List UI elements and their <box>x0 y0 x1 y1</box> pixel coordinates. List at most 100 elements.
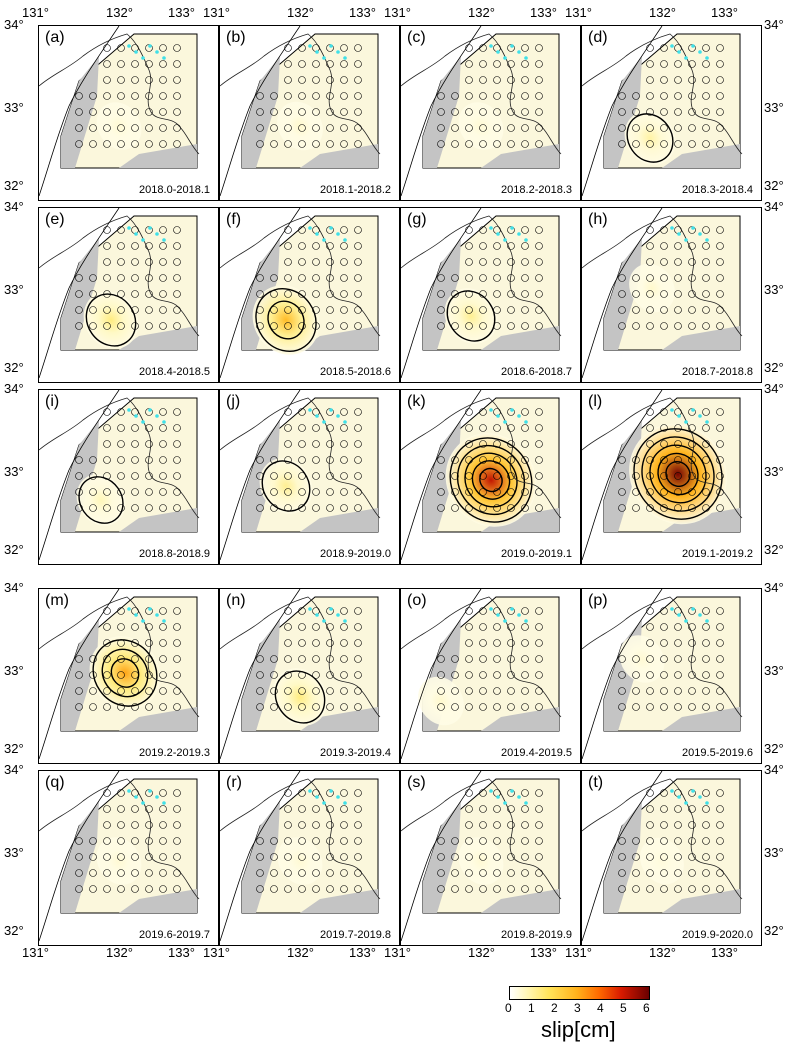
gnss-station <box>507 424 515 432</box>
gnss-station <box>660 424 668 432</box>
gnss-station <box>298 821 306 829</box>
tremor-dot <box>148 789 152 793</box>
gnss-station <box>465 108 473 116</box>
gnss-station <box>521 258 529 266</box>
gnss-station <box>312 76 320 84</box>
tremor-dot <box>141 619 145 623</box>
gnss-station <box>145 639 153 647</box>
gnss-station <box>312 853 320 861</box>
gnss-station <box>688 456 696 464</box>
lon-tick: 131° <box>384 5 411 20</box>
gnss-station <box>270 290 278 298</box>
gnss-station <box>688 306 696 314</box>
gnss-station <box>688 504 696 512</box>
gnss-station <box>618 869 626 877</box>
gnss-station <box>270 92 278 100</box>
period-label: 2019.7-2019.8 <box>320 929 391 941</box>
gnss-station <box>507 837 515 845</box>
gnss-station <box>451 306 459 314</box>
gnss-station <box>340 504 348 512</box>
gnss-station <box>75 504 83 512</box>
gnss-station <box>660 655 668 663</box>
gnss-station <box>535 703 543 711</box>
gnss-station <box>451 290 459 298</box>
map-panel: (d) 2018.3-2018.4 <box>581 25 762 201</box>
tremor-dot <box>329 44 333 48</box>
tremor-dot <box>127 789 131 793</box>
gnss-station <box>535 408 543 416</box>
gnss-station <box>688 408 696 416</box>
gnss-station <box>437 655 445 663</box>
gnss-station <box>632 504 640 512</box>
gnss-station <box>702 60 710 68</box>
gnss-station <box>632 885 640 893</box>
gnss-station <box>507 44 515 52</box>
gnss-station <box>117 124 125 132</box>
tremor-dot <box>162 619 166 623</box>
tremor-dot <box>343 801 347 805</box>
tremor-dot <box>524 420 528 424</box>
lat-tick: 33° <box>4 464 24 479</box>
gnss-station <box>131 258 139 266</box>
gnss-station <box>674 60 682 68</box>
gnss-station <box>145 44 153 52</box>
lat-tick: 33° <box>764 663 784 678</box>
gnss-station <box>507 687 515 695</box>
gnss-station <box>702 789 710 797</box>
gnss-station <box>507 258 515 266</box>
gnss-station <box>145 408 153 416</box>
gnss-station <box>131 853 139 861</box>
gnss-station <box>326 424 334 432</box>
gnss-station <box>493 242 501 250</box>
gnss-station <box>660 408 668 416</box>
low-resolution-zone <box>242 801 280 913</box>
gnss-station <box>688 140 696 148</box>
gnss-station <box>340 671 348 679</box>
gnss-station <box>159 322 167 330</box>
gnss-station <box>646 655 654 663</box>
gnss-station <box>646 504 654 512</box>
gnss-station <box>465 837 473 845</box>
gnss-station <box>159 623 167 631</box>
low-resolution-zone <box>604 238 642 350</box>
gnss-station <box>354 408 362 416</box>
gnss-station <box>521 306 529 314</box>
gnss-station <box>354 322 362 330</box>
gnss-station <box>145 60 153 68</box>
gnss-station <box>354 639 362 647</box>
gnss-station <box>535 226 543 234</box>
gnss-station <box>145 226 153 234</box>
gnss-station <box>535 456 543 464</box>
gnss-station <box>618 322 626 330</box>
gnss-station <box>284 124 292 132</box>
gnss-station <box>256 655 264 663</box>
gnss-station <box>75 488 83 496</box>
gnss-station <box>354 504 362 512</box>
gnss-station <box>284 424 292 432</box>
gnss-station <box>702 853 710 861</box>
gnss-station <box>89 322 97 330</box>
gnss-station <box>131 124 139 132</box>
low-resolution-zone <box>604 420 642 532</box>
lon-tick: 132° <box>468 5 495 20</box>
gnss-station <box>312 472 320 480</box>
tremor-dot <box>343 56 347 60</box>
gnss-station <box>716 242 724 250</box>
gnss-station <box>618 140 626 148</box>
tremor-dot <box>134 232 138 236</box>
tremor-dot <box>698 232 702 236</box>
gnss-station <box>159 703 167 711</box>
gnss-station <box>632 124 640 132</box>
lat-tick: 34° <box>764 580 784 595</box>
gnss-station <box>340 76 348 84</box>
coastline <box>220 397 381 519</box>
gnss-station <box>535 92 543 100</box>
gnss-station <box>660 44 668 52</box>
tremor-dot <box>127 226 131 230</box>
tremor-dot <box>329 607 333 611</box>
gnss-station <box>256 703 264 711</box>
gnss-station <box>340 440 348 448</box>
gnss-station <box>159 885 167 893</box>
tremor-dot <box>308 789 312 793</box>
gnss-station <box>507 60 515 68</box>
